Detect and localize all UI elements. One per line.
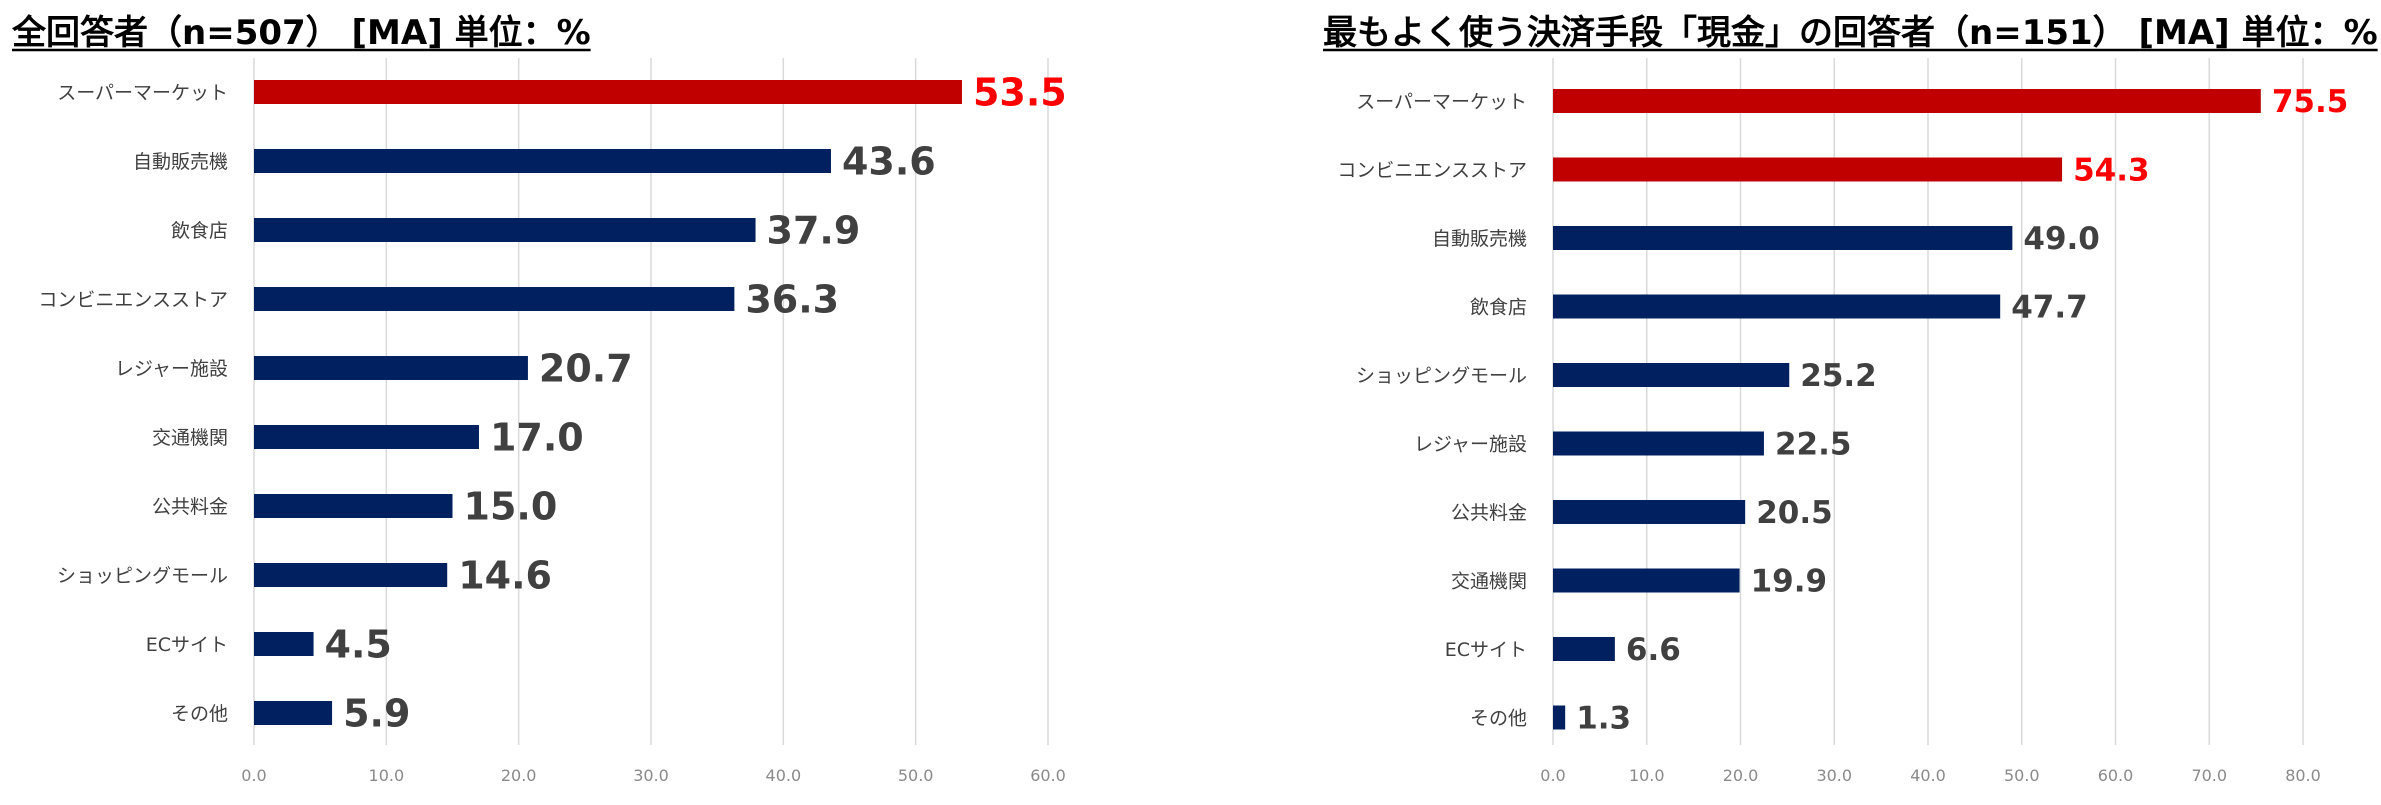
bar xyxy=(1553,363,1790,387)
value-label: 20.7 xyxy=(539,347,633,391)
bar xyxy=(254,494,453,518)
category-label: その他 xyxy=(171,703,228,725)
category-label: レジャー施設 xyxy=(1414,434,1527,456)
bar xyxy=(254,356,528,380)
chart-2: 最もよく使う決済手段「現金」の回答者（n=151） [MA] 単位：% 0.0 10… xyxy=(1323,13,2378,785)
bar xyxy=(1553,705,1566,730)
x-tick-label: 0.0 xyxy=(1540,766,1565,785)
category-label: 飲食店 xyxy=(171,220,228,242)
category-label: 自動販売機 xyxy=(1432,228,1527,250)
category-label: スーパーマーケット xyxy=(1356,91,1527,113)
x-tick-label: 10.0 xyxy=(1629,766,1665,785)
x-tick-label: 40.0 xyxy=(766,766,802,785)
bar xyxy=(254,218,756,242)
x-tick-label: 10.0 xyxy=(369,766,405,785)
value-label: 20.5 xyxy=(1756,495,1833,531)
value-label: 15.0 xyxy=(464,485,558,529)
value-label: 17.0 xyxy=(490,416,584,460)
value-label: 36.3 xyxy=(745,278,839,322)
bar xyxy=(1553,637,1615,661)
x-tick-label: 30.0 xyxy=(633,766,669,785)
category-label: その他 xyxy=(1470,708,1527,730)
value-label: 4.5 xyxy=(325,623,392,667)
value-label: 14.6 xyxy=(458,554,552,598)
x-tick-label: 60.0 xyxy=(2098,766,2134,785)
value-label: 75.5 xyxy=(2272,84,2349,120)
x-tick-label: 80.0 xyxy=(2285,766,2321,785)
x-tick-label: 30.0 xyxy=(1816,766,1852,785)
value-label: 49.0 xyxy=(2023,221,2100,257)
bar xyxy=(254,563,448,587)
value-label: 37.9 xyxy=(767,209,861,253)
category-label: ショッピングモール xyxy=(57,565,228,587)
x-tick-label: 50.0 xyxy=(2004,766,2040,785)
category-label: 公共料金 xyxy=(152,496,228,518)
value-label: 54.3 xyxy=(2073,153,2150,189)
category-label: ショッピングモール xyxy=(1356,365,1527,387)
bar xyxy=(254,80,962,104)
x-tick-label: 60.0 xyxy=(1030,766,1066,785)
chart-1: 全回答者（n=507） [MA] 単位：% 0.0 10.0 20.0 30.0 40.0… xyxy=(11,13,1067,785)
chart-title: 最もよく使う決済手段「現金」の回答者（n=151） [MA] 単位：% xyxy=(1323,13,2378,53)
bar xyxy=(254,632,314,656)
value-label: 1.3 xyxy=(1576,701,1631,737)
value-label: 25.2 xyxy=(1800,358,1877,394)
x-tick-label: 50.0 xyxy=(898,766,934,785)
bar xyxy=(1553,568,1740,593)
category-label: コンビニエンスストア xyxy=(38,289,228,311)
bar xyxy=(1553,500,1746,524)
chart-title: 全回答者（n=507） [MA] 単位：% xyxy=(11,13,591,53)
value-label: 53.5 xyxy=(973,71,1067,115)
bar xyxy=(1553,226,2013,250)
bar xyxy=(1553,89,2261,113)
category-label: 自動販売機 xyxy=(133,151,228,173)
category-label: スーパーマーケット xyxy=(57,82,228,104)
x-tick-label: 70.0 xyxy=(2191,766,2227,785)
value-label: 5.9 xyxy=(343,692,410,736)
x-tick-label: 20.0 xyxy=(501,766,537,785)
bar xyxy=(254,149,831,173)
category-label: 交通機関 xyxy=(152,427,228,449)
x-tick-label: 40.0 xyxy=(1910,766,1946,785)
x-tick-label: 20.0 xyxy=(1723,766,1759,785)
category-label: ECサイト xyxy=(146,634,228,656)
x-tick-label: 0.0 xyxy=(241,766,266,785)
value-label: 22.5 xyxy=(1775,427,1852,463)
category-label: コンビニエンスストア xyxy=(1337,160,1527,182)
category-label: 飲食店 xyxy=(1470,297,1527,319)
bar xyxy=(254,425,479,449)
category-label: レジャー施設 xyxy=(115,358,228,380)
value-label: 43.6 xyxy=(842,140,936,184)
bar xyxy=(1553,157,2063,182)
bar xyxy=(254,701,333,725)
category-label: 公共料金 xyxy=(1451,502,1527,524)
bar xyxy=(1553,294,2001,319)
value-label: 6.6 xyxy=(1626,632,1681,668)
value-label: 47.7 xyxy=(2011,290,2088,326)
category-label: ECサイト xyxy=(1445,639,1527,661)
bar xyxy=(254,287,735,311)
category-label: 交通機関 xyxy=(1451,571,1527,593)
bar xyxy=(1553,431,1764,456)
value-label: 19.9 xyxy=(1751,564,1828,600)
